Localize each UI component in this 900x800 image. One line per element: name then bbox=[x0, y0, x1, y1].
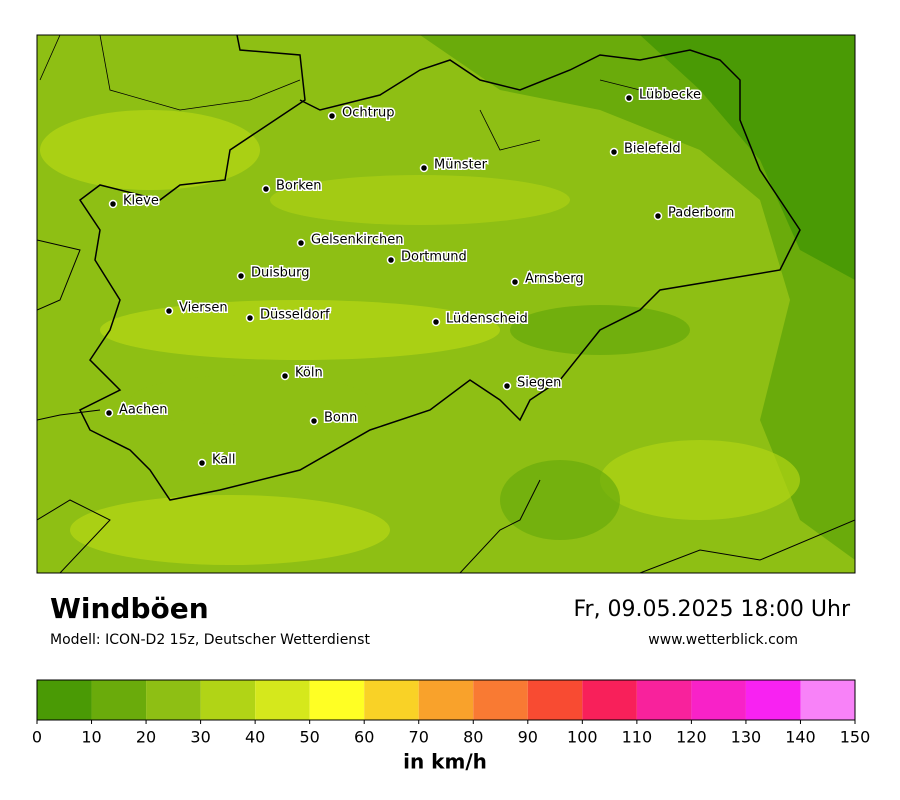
city-label: Kall bbox=[212, 453, 236, 468]
city-label: Bielefeld bbox=[624, 142, 681, 157]
city-label: Viersen bbox=[179, 301, 228, 316]
city-label: Kleve bbox=[123, 194, 159, 209]
city-label: Paderborn bbox=[668, 206, 734, 221]
city-label: Duisburg bbox=[251, 266, 310, 281]
city-dot bbox=[431, 317, 441, 327]
legend-tick-label: 80 bbox=[463, 728, 483, 747]
city-dot bbox=[327, 111, 337, 121]
legend-tick-label: 60 bbox=[354, 728, 374, 747]
city-label: Münster bbox=[434, 158, 488, 173]
legend-tick-label: 10 bbox=[81, 728, 101, 747]
legend-swatch bbox=[800, 680, 855, 720]
legend-swatch bbox=[418, 680, 474, 720]
city-label: Lüdenscheid bbox=[446, 312, 528, 327]
city-dot bbox=[309, 416, 319, 426]
city-label: Gelsenkirchen bbox=[311, 233, 404, 248]
city-dot bbox=[419, 163, 429, 173]
city-label: Borken bbox=[276, 179, 322, 194]
city-label: Dortmund bbox=[401, 250, 467, 265]
city-dot bbox=[261, 184, 271, 194]
legend-swatch bbox=[200, 680, 256, 720]
legend-frame bbox=[36, 679, 856, 721]
datetime: Fr, 09.05.2025 18:00 Uhr bbox=[573, 597, 850, 622]
city-dot bbox=[108, 199, 118, 209]
legend-tick-label: 140 bbox=[785, 728, 816, 747]
legend-unit: in km/h bbox=[403, 750, 487, 774]
cities: Lübbecke Ochtrup Bielefeld Münster Borken Kle… bbox=[104, 86, 736, 469]
city-dot bbox=[386, 255, 396, 265]
legend-swatch bbox=[527, 680, 583, 720]
legend-tick-label: 110 bbox=[622, 728, 653, 747]
model-info: Modell: ICON-D2 15z, Deutscher Wetterdie… bbox=[50, 632, 370, 648]
legend-swatch bbox=[309, 680, 365, 720]
legend-swatch bbox=[473, 680, 528, 720]
legend-tick-label: 20 bbox=[136, 728, 156, 747]
website: www.wetterblick.com bbox=[648, 632, 798, 648]
legend-swatch bbox=[745, 680, 801, 720]
legend: 0 10 20 30 40 50 60 70 80 90 100 110 120 130 140 150 bbox=[32, 679, 871, 747]
city-label: Arnsberg bbox=[525, 272, 584, 287]
legend-tick-label: 40 bbox=[245, 728, 265, 747]
city-dot bbox=[245, 313, 255, 323]
city-dot bbox=[624, 93, 634, 103]
map-frame bbox=[36, 34, 856, 574]
city-dot bbox=[653, 211, 663, 221]
city-dot bbox=[164, 306, 174, 316]
title: Windböen bbox=[50, 592, 209, 625]
legend-tick-label: 150 bbox=[840, 728, 871, 747]
legend-tick-label: 100 bbox=[567, 728, 598, 747]
legend-tick-label: 50 bbox=[299, 728, 319, 747]
legend-tick-label: 70 bbox=[409, 728, 429, 747]
city-label: Siegen bbox=[517, 376, 561, 391]
city-dot bbox=[502, 381, 512, 391]
city-label: Bonn bbox=[324, 411, 357, 426]
city-dot bbox=[236, 271, 246, 281]
city-dot bbox=[197, 458, 207, 468]
legend-tick-label: 30 bbox=[190, 728, 210, 747]
city-label: Aachen bbox=[119, 403, 167, 418]
city-label: Lübbecke bbox=[639, 88, 701, 103]
city-dot bbox=[296, 238, 306, 248]
map-field bbox=[37, 35, 855, 573]
legend-tick-label: 120 bbox=[676, 728, 707, 747]
city-label: Düsseldorf bbox=[260, 308, 330, 323]
legend-swatch bbox=[91, 680, 147, 720]
legend-swatch bbox=[582, 680, 637, 720]
legend-swatch bbox=[37, 680, 92, 720]
city-dot bbox=[609, 147, 619, 157]
legend-tick-label: 130 bbox=[731, 728, 762, 747]
city-dot bbox=[510, 277, 520, 287]
legend-tick-label: 90 bbox=[518, 728, 538, 747]
legend-swatch bbox=[691, 680, 746, 720]
legend-swatch bbox=[146, 680, 201, 720]
city-dot bbox=[280, 371, 290, 381]
city-label: Ochtrup bbox=[342, 106, 395, 121]
legend-swatch bbox=[364, 680, 419, 720]
legend-swatch bbox=[636, 680, 692, 720]
city-label: Köln bbox=[295, 366, 323, 381]
legend-tick-label: 0 bbox=[32, 728, 42, 747]
city-dot bbox=[104, 408, 114, 418]
legend-swatch bbox=[255, 680, 310, 720]
